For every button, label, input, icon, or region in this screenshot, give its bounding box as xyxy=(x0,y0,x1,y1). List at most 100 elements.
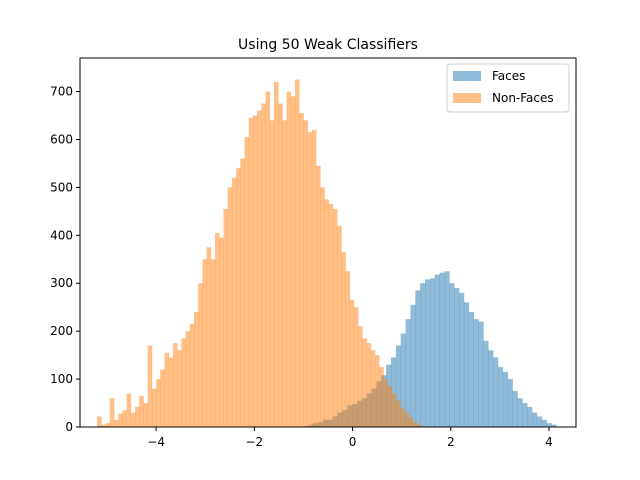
histogram-bar xyxy=(395,345,402,427)
histogram-bar xyxy=(320,187,325,427)
histogram-bar xyxy=(198,283,203,427)
histogram-bar xyxy=(391,393,397,427)
y-tick-label: 400 xyxy=(50,228,73,242)
histogram-bar xyxy=(468,311,474,427)
histogram-bar xyxy=(324,199,329,427)
histogram-bar xyxy=(415,290,421,427)
histogram-bar xyxy=(417,424,422,427)
x-tick-label: −4 xyxy=(147,435,165,449)
histogram-bar xyxy=(231,177,237,427)
x-tick-label: 4 xyxy=(545,435,553,449)
histogram-bar xyxy=(420,283,426,427)
histogram-bar xyxy=(135,406,140,427)
legend: Faces Non-Faces xyxy=(446,63,570,113)
histogram-bar xyxy=(101,424,106,427)
histogram-bar xyxy=(387,386,393,427)
histogram-bar xyxy=(410,304,416,427)
histogram-bar xyxy=(497,367,504,427)
histogram-bar xyxy=(172,343,178,427)
histogram-bar xyxy=(444,271,450,427)
histogram-bar xyxy=(185,331,191,427)
histogram-bar xyxy=(383,379,388,427)
y-tick-label: 700 xyxy=(50,85,73,99)
histogram-bar xyxy=(439,272,445,427)
plot-area xyxy=(97,79,557,428)
y-tick-label: 200 xyxy=(50,324,73,338)
histogram-bar xyxy=(328,204,334,427)
histogram-bar xyxy=(252,115,258,427)
histogram-bar xyxy=(483,340,489,427)
histogram-bar xyxy=(353,307,359,427)
histogram-bar xyxy=(261,103,266,427)
histogram-bar xyxy=(151,388,157,427)
x-tick-label: 2 xyxy=(447,435,455,449)
histogram-bar xyxy=(463,302,470,427)
histogram-bar xyxy=(97,416,102,427)
histogram-bar xyxy=(147,345,153,427)
histogram-bar xyxy=(493,357,499,427)
histogram-bar xyxy=(244,137,250,427)
histogram-bar xyxy=(362,338,367,427)
histogram-bar xyxy=(227,187,233,427)
histogram-bar xyxy=(269,120,275,428)
histogram-bar xyxy=(379,367,384,427)
histogram-bar xyxy=(341,252,346,427)
histogram-bar xyxy=(189,323,195,427)
histogram-bar xyxy=(345,271,351,427)
histogram-bar xyxy=(295,79,300,427)
histogram-bar xyxy=(240,158,245,427)
histogram-bar xyxy=(130,412,136,427)
histogram-bar xyxy=(118,413,123,427)
histogram-bar xyxy=(337,225,342,427)
histogram-bar xyxy=(478,321,484,427)
x-tick-label: 0 xyxy=(349,435,357,449)
histogram-bar xyxy=(512,391,518,427)
histogram-bar xyxy=(404,412,409,427)
histogram-bar xyxy=(273,81,279,428)
histogram-bar xyxy=(194,311,199,427)
histogram-bar xyxy=(278,103,283,427)
histogram-bar xyxy=(122,410,127,427)
histogram-bar xyxy=(358,326,363,427)
legend-label-non-faces: Non-Faces xyxy=(492,91,554,105)
legend-swatch-non-faces xyxy=(453,93,481,103)
y-tick-label: 600 xyxy=(50,132,73,146)
histogram-bar xyxy=(223,208,228,427)
histogram-bar xyxy=(114,419,119,427)
y-tick-label: 100 xyxy=(50,372,73,386)
histogram-bar xyxy=(265,91,271,428)
histogram-bar xyxy=(454,288,460,427)
x-tick-label: −2 xyxy=(245,435,263,449)
histogram-bar xyxy=(177,350,182,427)
histogram-bar xyxy=(206,247,212,427)
histogram-bar xyxy=(316,165,321,427)
histogram-bar xyxy=(434,274,440,427)
histogram-bar xyxy=(164,352,170,427)
histogram-bar xyxy=(311,129,317,427)
histogram-bar xyxy=(215,232,220,427)
histogram-bar xyxy=(405,319,411,427)
histogram-bar xyxy=(366,343,372,427)
histogram-bar xyxy=(551,424,557,427)
histogram-bar xyxy=(408,417,414,427)
histogram-bar xyxy=(370,350,376,427)
histogram-bar xyxy=(282,120,287,428)
histogram-bar xyxy=(248,117,254,428)
histogram-bar xyxy=(522,403,528,427)
histogram-bar xyxy=(202,259,207,427)
histogram-bar xyxy=(299,113,304,428)
histogram-bar xyxy=(449,283,455,427)
histogram-bar xyxy=(307,132,313,427)
histogram-bar xyxy=(541,419,547,427)
histogram-bar xyxy=(160,369,165,427)
histogram-bar xyxy=(459,292,465,427)
histogram-bar xyxy=(109,398,115,427)
histogram-bar xyxy=(181,338,186,427)
y-tick-label: 500 xyxy=(50,180,73,194)
histogram-bar xyxy=(527,406,533,427)
histogram-bar xyxy=(517,398,523,427)
histogram-bar xyxy=(375,355,380,427)
histogram-bar xyxy=(219,237,224,427)
histogram-bar xyxy=(546,423,552,427)
